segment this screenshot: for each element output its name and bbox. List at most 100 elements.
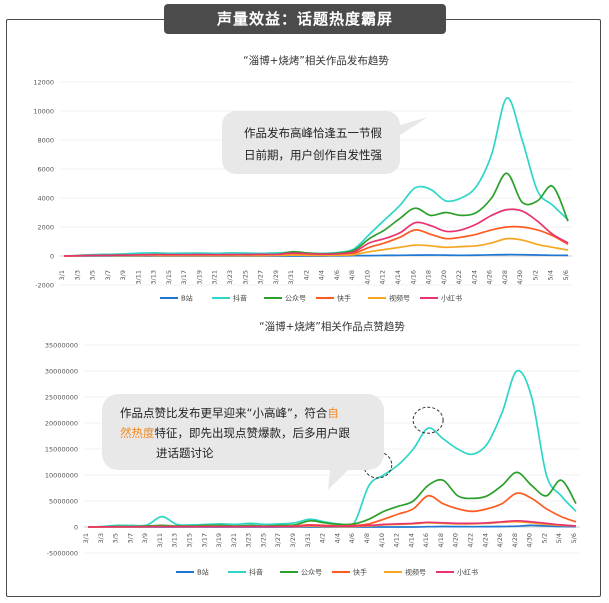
x-tick-label: 3/15 bbox=[165, 270, 173, 285]
y-tick-label: 0 bbox=[50, 253, 54, 261]
legend-label: 公众号 bbox=[301, 569, 322, 577]
callout-highlight-text: 自 bbox=[327, 406, 339, 420]
x-tick-label: 4/22 bbox=[466, 533, 474, 548]
x-tick-label: 4/12 bbox=[379, 270, 387, 285]
x-tick-label: 4/10 bbox=[378, 533, 386, 548]
x-tick-label: 3/15 bbox=[186, 533, 194, 548]
x-tick-label: 4/18 bbox=[437, 533, 445, 548]
x-tick-label: 4/22 bbox=[455, 270, 463, 285]
y-tick-label: 2000 bbox=[37, 224, 54, 232]
x-tick-label: 5/2 bbox=[531, 270, 539, 280]
x-tick-label: 4/14 bbox=[407, 533, 415, 548]
x-tick-label: 4/4 bbox=[333, 533, 341, 543]
x-tick-label: 3/29 bbox=[289, 533, 297, 548]
x-tick-label: 4/20 bbox=[440, 270, 448, 285]
callouts-layer: 作品发布高峰恰逢五一节假日前期，用户创作自发性强作品点赞比发布更早迎来“小高峰”… bbox=[102, 111, 428, 490]
x-tick-label: 3/1 bbox=[82, 533, 90, 543]
y-tick-label: 0 bbox=[74, 524, 78, 532]
legend-label: 视频号 bbox=[405, 568, 426, 577]
publish-trend-chart: “淄博+烧烤”相关作品发布趋势 -2000 0 2000 4000 6000 8000 100… bbox=[33, 54, 572, 303]
x-tick-label: 4/2 bbox=[302, 270, 310, 280]
legend-label: B站 bbox=[181, 294, 193, 303]
callout-text-segment: 进话题讨论 bbox=[156, 446, 214, 460]
x-tick-label: 4/14 bbox=[394, 270, 402, 285]
x-tick-label: 3/7 bbox=[126, 533, 134, 543]
x-tick-label: 3/3 bbox=[97, 533, 105, 543]
x-tick-label: 4/6 bbox=[333, 270, 341, 280]
x-tick-label: 5/4 bbox=[547, 270, 555, 280]
callout-bubble bbox=[102, 394, 384, 490]
x-tick-label: 4/28 bbox=[511, 533, 519, 548]
x-tick-label: 3/25 bbox=[241, 270, 249, 285]
chart-title: “淄博+烧烤”相关作品发布趋势 bbox=[243, 54, 389, 67]
y-tick-label: -2000 bbox=[35, 282, 54, 290]
x-tick-label: 3/21 bbox=[211, 270, 219, 285]
x-tick-label: 4/16 bbox=[422, 533, 430, 548]
x-tick-label: 3/11 bbox=[134, 270, 142, 285]
x-tick-label: 4/6 bbox=[348, 533, 356, 543]
callout-text-segment: 特征，即先出现点赞爆款，后多用户跟 bbox=[155, 426, 351, 440]
x-tick-label: 3/9 bbox=[119, 270, 127, 280]
callout-text-line: 进话题讨论 bbox=[156, 446, 214, 460]
x-tick-label: 5/6 bbox=[562, 270, 570, 280]
callout-highlight-text: 然热度 bbox=[120, 426, 155, 440]
x-tick-label: 4/2 bbox=[319, 533, 327, 543]
x-tick-label: 4/24 bbox=[470, 270, 478, 285]
x-tick-label: 3/17 bbox=[200, 533, 208, 548]
series-line-3 bbox=[63, 225, 569, 257]
legend-label: 抖音 bbox=[233, 294, 247, 303]
x-tick-label: 3/21 bbox=[230, 533, 238, 548]
callout-bubble bbox=[222, 111, 428, 174]
x-tick-label: 3/7 bbox=[104, 270, 112, 280]
x-tick-label: 5/4 bbox=[555, 533, 563, 543]
x-tick-label: 3/23 bbox=[245, 533, 253, 548]
x-tick-label: 3/13 bbox=[171, 533, 179, 548]
y-tick-label: 10000000 bbox=[45, 472, 78, 480]
peak-highlight-circle bbox=[412, 406, 444, 434]
callout-text-line: 作品发布高峰恰逢五一节假 bbox=[244, 126, 382, 140]
x-tick-label: 4/18 bbox=[425, 270, 433, 285]
x-tick-label: 4/20 bbox=[452, 533, 460, 548]
y-tick-label: 4000 bbox=[37, 195, 54, 203]
x-tick-label: 3/5 bbox=[89, 270, 97, 280]
callout-likes: 作品点赞比发布更早迎来“小高峰”，符合自然热度特征，即先出现点赞爆款，后多用户跟… bbox=[102, 394, 384, 490]
series-line-5 bbox=[63, 208, 569, 257]
x-tick-label: 3/29 bbox=[272, 270, 280, 285]
x-tick-label: 4/24 bbox=[481, 533, 489, 548]
series-line-4 bbox=[63, 237, 569, 257]
x-tick-label: 3/27 bbox=[257, 270, 265, 285]
x-tick-label: 4/8 bbox=[363, 533, 371, 543]
legend-label: 快手 bbox=[353, 568, 367, 577]
legend-label: 公众号 bbox=[285, 295, 306, 303]
y-tick-label: -5000000 bbox=[47, 550, 78, 558]
x-tick-label: 3/17 bbox=[180, 270, 188, 285]
y-tick-label: 6000 bbox=[37, 166, 54, 174]
x-tick-label: 5/6 bbox=[570, 533, 578, 543]
x-tick-label: 3/11 bbox=[156, 533, 164, 548]
x-tick-label: 4/10 bbox=[363, 270, 371, 285]
chart-title: “淄博+烧烤”相关作品点赞趋势 bbox=[259, 320, 405, 333]
series-line-5 bbox=[87, 519, 577, 528]
x-tick-label: 3/13 bbox=[150, 270, 158, 285]
x-tick-label: 4/26 bbox=[496, 533, 504, 548]
x-tick-label: 4/8 bbox=[348, 270, 356, 280]
callout-text-line: 然热度特征，即先出现点赞爆款，后多用户跟 bbox=[120, 426, 350, 440]
legend-label: B站 bbox=[197, 568, 209, 577]
x-tick-label: 4/26 bbox=[486, 270, 494, 285]
x-tick-label: 3/1 bbox=[58, 270, 66, 280]
x-tick-label: 4/30 bbox=[526, 533, 534, 548]
y-tick-label: 30000000 bbox=[45, 368, 78, 376]
y-tick-label: 5000000 bbox=[49, 498, 78, 506]
x-tick-label: 4/12 bbox=[393, 533, 401, 548]
callout-text-line: 日前期，用户创作自发性强 bbox=[244, 148, 382, 162]
y-tick-label: 35000000 bbox=[45, 342, 78, 350]
y-tick-label: 10000 bbox=[33, 108, 54, 116]
legend-label: 小红书 bbox=[457, 568, 478, 577]
x-tick-label: 3/27 bbox=[274, 533, 282, 548]
x-tick-label: 3/31 bbox=[287, 270, 295, 285]
likes-trend-chart: “淄博+烧烤”相关作品点赞趋势 -5000000 0 5000000 10000000 1… bbox=[45, 320, 580, 577]
y-tick-label: 20000000 bbox=[45, 420, 78, 428]
x-tick-label: 3/3 bbox=[73, 270, 81, 280]
